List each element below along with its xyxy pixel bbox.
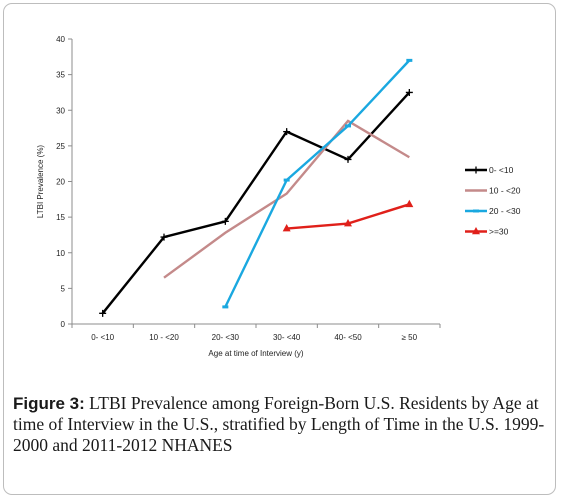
series-lines: [99, 58, 414, 317]
series-line: [101, 91, 411, 315]
data-point: [283, 178, 290, 182]
legend-item: 10 - <20: [465, 186, 521, 196]
y-tick-label: 15: [56, 213, 65, 222]
y-tick-label: 25: [56, 142, 65, 151]
series: [282, 199, 414, 232]
legend-item: >=30: [465, 227, 509, 237]
legend-label: 20 - <30: [489, 206, 521, 216]
data-point: [472, 166, 480, 174]
x-tick-label: 0- <10: [91, 333, 114, 342]
data-point: [472, 227, 480, 235]
legend-label: 0- <10: [489, 165, 514, 175]
y-tick-label: 30: [56, 106, 65, 115]
data-point: [344, 155, 352, 163]
data-point: [283, 128, 291, 136]
x-axis: 0- <10 10 - <20 20- <30 30- <40 40- <50 ≥ 50: [71, 323, 441, 342]
data-point: [344, 219, 352, 227]
caption-text: LTBI Prevalence among Foreign-Born U.S. …: [13, 393, 545, 455]
data-point: [405, 88, 413, 96]
y-tick-label: 35: [56, 71, 65, 80]
x-tick-label: 30- <40: [273, 333, 301, 342]
series: [99, 88, 413, 317]
caption-label: Figure 3:: [13, 394, 85, 413]
x-tick-label: 10 - <20: [149, 333, 179, 342]
series-line: [224, 59, 411, 308]
y-tick-label: 40: [56, 35, 65, 44]
data-point: [345, 124, 351, 128]
data-point: [405, 199, 414, 208]
series: [163, 119, 410, 279]
data-point: [473, 209, 479, 213]
y-tick-label: 0: [61, 320, 66, 329]
legend: 0- <10 10 - <20 20 - <30 >=30: [465, 165, 521, 237]
data-point: [282, 224, 291, 232]
data-point: [160, 233, 168, 241]
x-tick-label: ≥ 50: [402, 333, 418, 342]
y-tick-label: 10: [56, 249, 65, 258]
x-axis-title: Age at time of Interview (y): [208, 349, 303, 358]
data-point: [99, 309, 107, 317]
x-tick-label: 40- <50: [334, 333, 362, 342]
figure-caption: Figure 3: LTBI Prevalence among Foreign-…: [13, 393, 551, 456]
figure-frame: [3, 3, 556, 495]
y-tick-label: 20: [56, 178, 65, 187]
legend-label: 10 - <20: [489, 186, 521, 196]
y-axis-title: LTBI Prevalence (%): [36, 145, 45, 219]
data-point: [406, 58, 413, 62]
data-point: [221, 217, 229, 225]
y-axis: 0 5 10 15 20 25 30 35 40: [56, 35, 73, 329]
legend-item: 0- <10: [465, 165, 514, 175]
data-point: [222, 305, 229, 309]
series-line: [163, 119, 410, 279]
y-tick-label: 5: [61, 284, 66, 293]
x-tick-label: 20- <30: [212, 333, 240, 342]
line-chart: 0 5 10 15 20 25 30 35 40 0- <10 10 - <20 20- <30 30…: [36, 35, 521, 358]
legend-label: >=30: [489, 227, 509, 237]
legend-item: 20 - <30: [465, 206, 521, 216]
series: [222, 58, 413, 309]
